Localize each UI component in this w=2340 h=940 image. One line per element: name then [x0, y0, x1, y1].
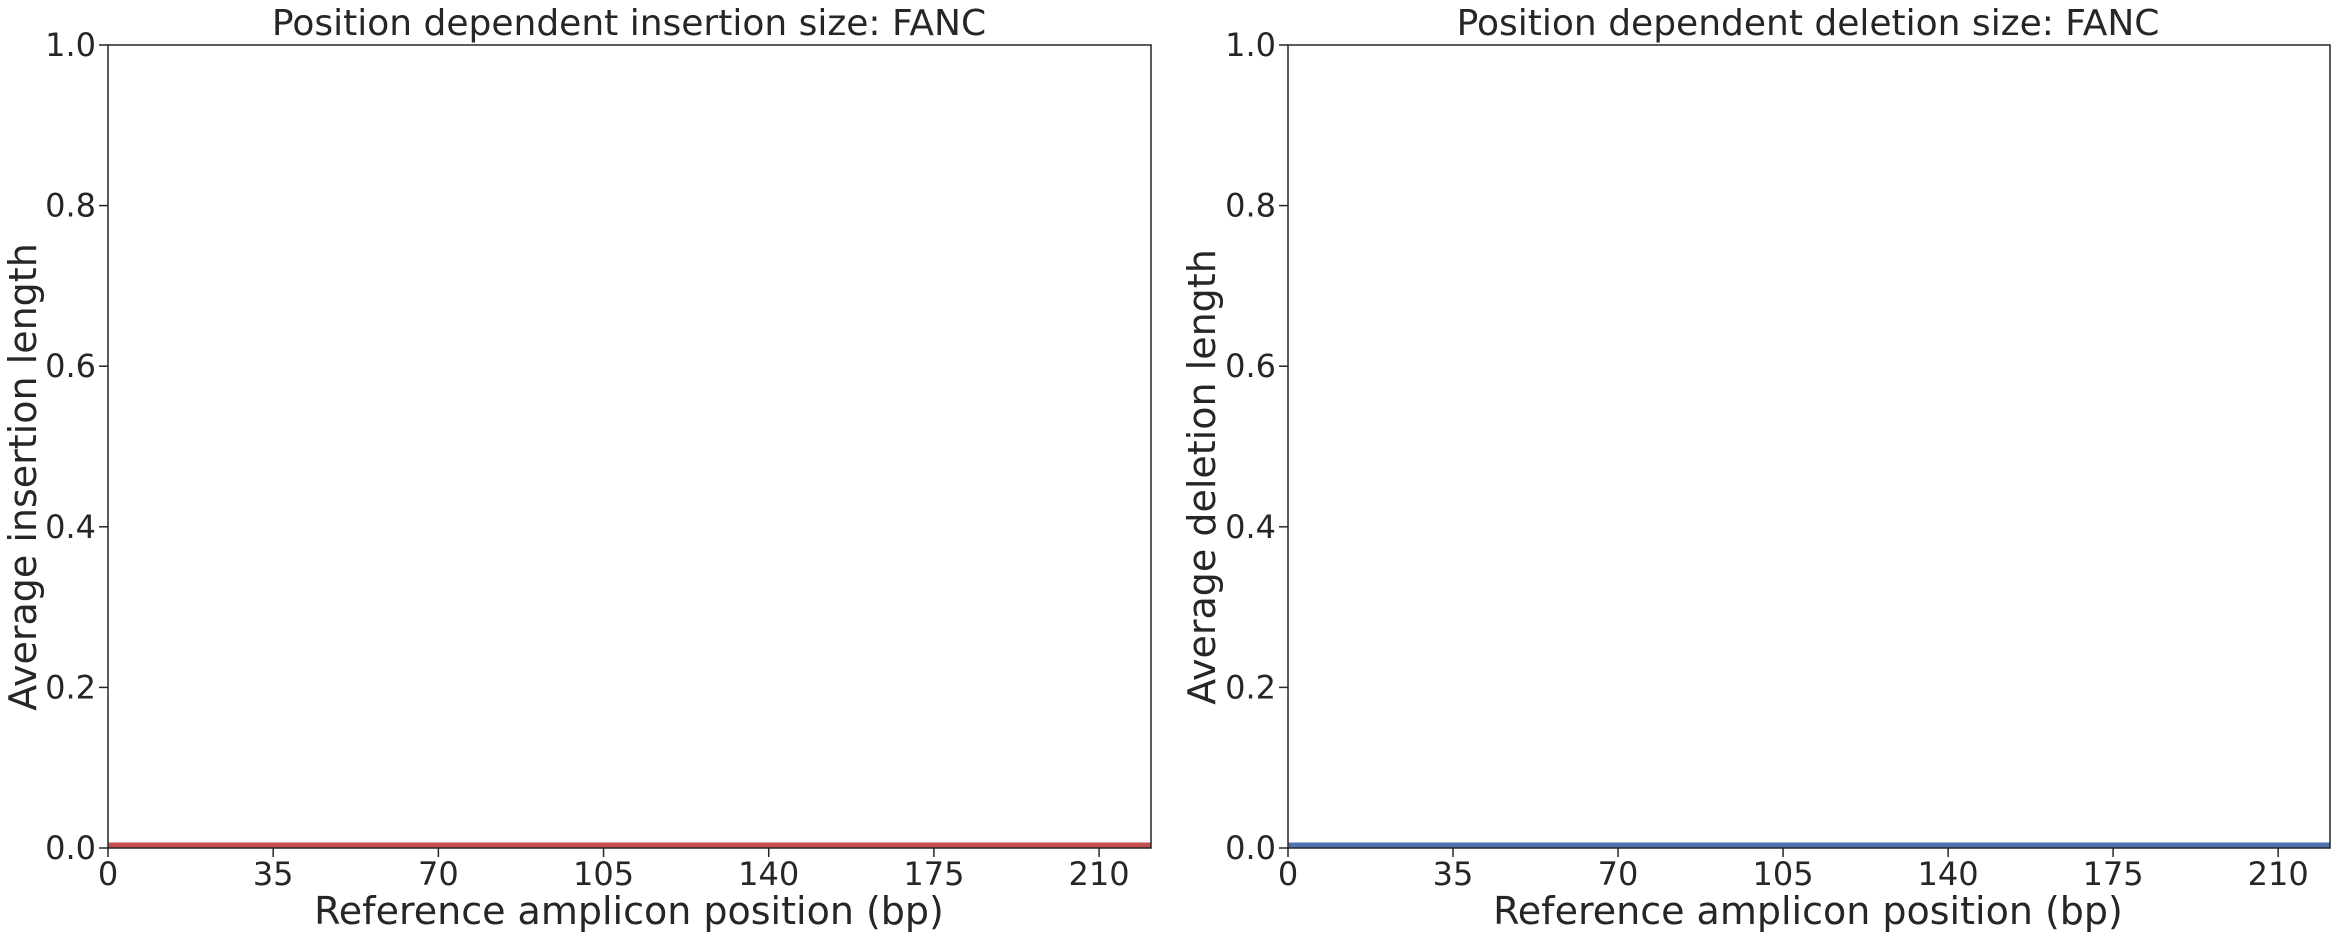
deletion-chart-title: Position dependent deletion size: FANC: [1457, 3, 2160, 44]
insertion-y-tick-label: 0.6: [45, 347, 96, 385]
deletion-plot-marks: 0 35 70 105 140 175 210 0.0 0.2 0.4 0.6 0.8 1.0: [1225, 26, 2331, 893]
deletion-y-tick-label: 0.6: [1225, 347, 1276, 385]
deletion-axes-frame: [1287, 44, 2331, 849]
insertion-x-tick-label: 105: [573, 855, 634, 893]
deletion-x-axis-label: Reference amplicon position (bp): [1493, 889, 2123, 933]
insertion-x-tick-label: 35: [253, 855, 294, 893]
insertion-chart-title: Position dependent insertion size: FANC: [272, 3, 986, 44]
insertion-x-tick-label: 140: [738, 855, 799, 893]
deletion-x-tick-label: 35: [1433, 855, 1474, 893]
insertion-y-tick-label: 0.2: [45, 668, 96, 706]
insertion-x-tick-label: 210: [1069, 855, 1130, 893]
insertion-x-tick-label: 0: [98, 855, 118, 893]
deletion-y-tick-label: 0.2: [1225, 668, 1276, 706]
deletion-x-tick-label: 70: [1598, 855, 1639, 893]
insertion-size-panel: Position dependent insertion size: FANC …: [1, 3, 1152, 933]
deletion-x-tick-label: 140: [1918, 855, 1979, 893]
insertion-x-tick-label: 175: [903, 855, 964, 893]
deletion-y-tick-label: 0.8: [1225, 187, 1276, 225]
insertion-y-tick-label: 0.8: [45, 187, 96, 225]
deletion-size-panel: Position dependent deletion size: FANC R…: [1180, 3, 2331, 933]
deletion-y-tick-label: 0.4: [1225, 508, 1276, 546]
insertion-y-tick-label: 0.4: [45, 508, 96, 546]
insertion-plot-marks: 0 35 70 105 140 175 210 0.0 0.2 0.4 0.6 0.8 1.0: [45, 26, 1152, 893]
insertion-y-tick-label: 0.0: [45, 829, 96, 867]
deletion-y-tick-label: 1.0: [1225, 26, 1276, 64]
insertion-y-axis-label: Average insertion length: [1, 243, 45, 711]
deletion-x-tick-label: 210: [2248, 855, 2309, 893]
deletion-x-tick-label: 105: [1753, 855, 1814, 893]
deletion-x-tick-label: 0: [1278, 855, 1298, 893]
deletion-y-axis-label: Average deletion length: [1180, 249, 1224, 705]
deletion-x-tick-label: 175: [2083, 855, 2144, 893]
insertion-x-axis-label: Reference amplicon position (bp): [314, 889, 944, 933]
insertion-x-tick-label: 70: [418, 855, 459, 893]
insertion-y-tick-label: 1.0: [45, 26, 96, 64]
deletion-y-tick-label: 0.0: [1225, 829, 1276, 867]
insertion-axes-frame: [107, 44, 1152, 849]
